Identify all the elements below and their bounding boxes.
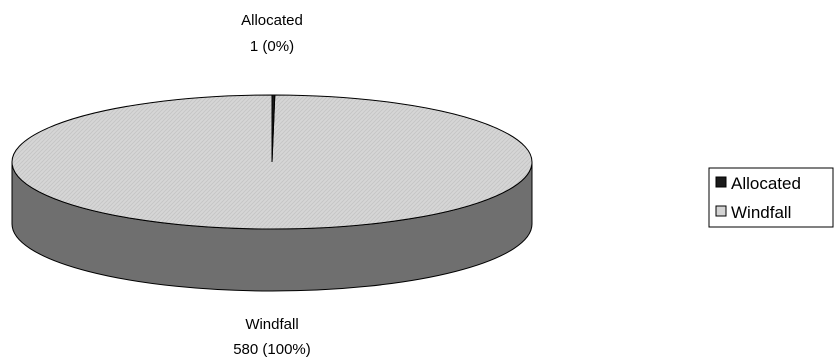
legend-swatch-windfall — [716, 206, 726, 216]
legend-swatch-allocated — [716, 177, 726, 187]
data-label-windfall-value: 580 (100%) — [233, 341, 311, 358]
data-label-windfall-name: Windfall — [245, 316, 298, 333]
data-label-allocated-value: 1 (0%) — [250, 38, 294, 55]
data-label-allocated-name: Allocated — [241, 12, 303, 29]
legend-label-windfall: Windfall — [731, 203, 791, 222]
legend: Allocated Windfall — [709, 168, 833, 227]
legend-label-allocated: Allocated — [731, 174, 801, 193]
